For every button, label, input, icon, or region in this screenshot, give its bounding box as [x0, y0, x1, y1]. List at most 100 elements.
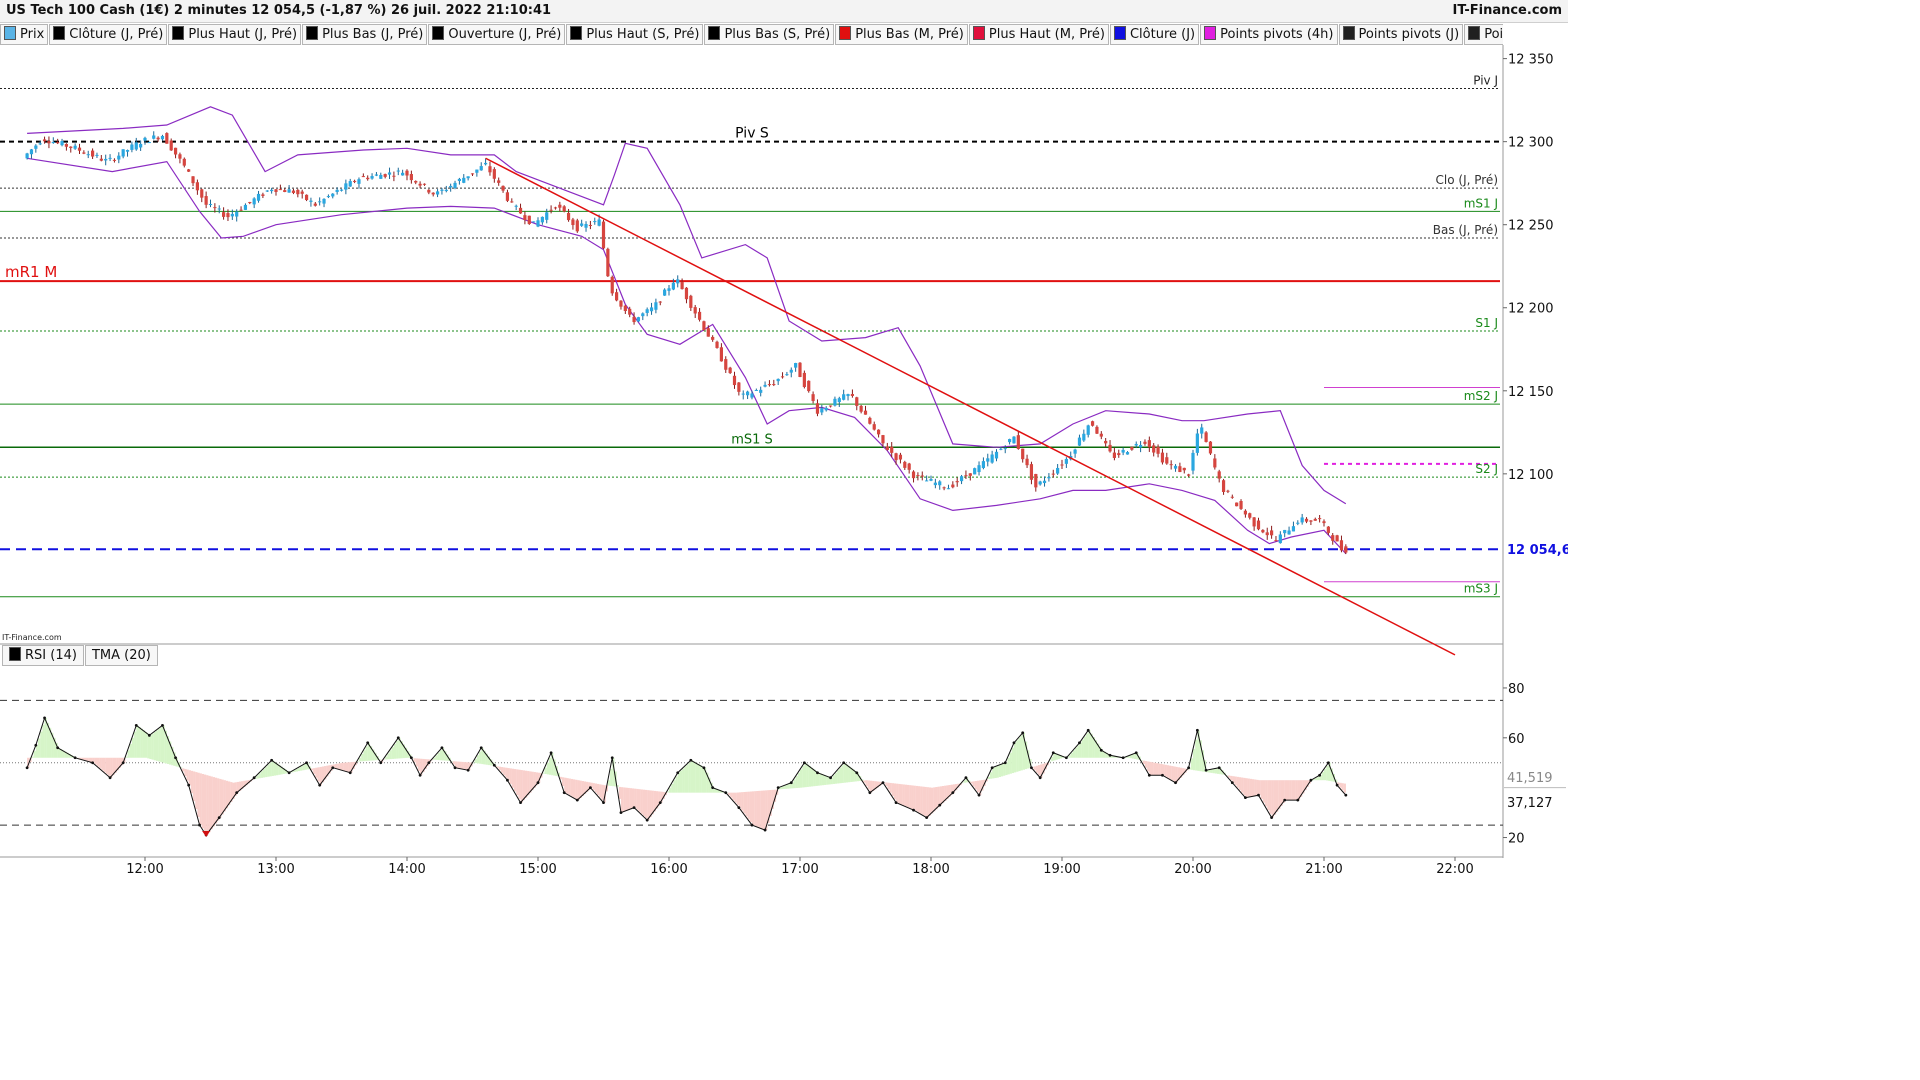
candle-body [527, 215, 531, 224]
level-label: Piv J [1473, 74, 1498, 88]
rsi-tma-fill [424, 759, 427, 769]
rsi-tma-fill [1206, 770, 1209, 773]
legend-item[interactable]: Points pivots (J) [1338, 24, 1464, 45]
rsi-tma-fill [1099, 746, 1102, 758]
brand-label[interactable]: IT-Finance.com [1452, 3, 1562, 18]
rsi-point [479, 746, 483, 750]
rsi-tma-fill [524, 770, 528, 798]
rsi-tma-fill [828, 776, 831, 785]
legend-item[interactable]: Clôture (J, Pré) [49, 24, 168, 45]
rsi-tma-fill [1162, 764, 1165, 776]
rsi-tma-fill [629, 788, 632, 810]
legend-item[interactable]: Plus Bas (S, Pré) [704, 24, 835, 45]
rsi-tma-fill [1317, 776, 1320, 781]
rsi-tma-fill [348, 762, 351, 773]
rsi-tma-fill [1328, 762, 1331, 781]
rsi-tma-fill [522, 770, 526, 801]
rsi-point [235, 791, 239, 795]
rsi-tma-fill [1238, 777, 1242, 791]
legend-swatch-icon [708, 26, 721, 40]
rsi-tma-fill [62, 750, 65, 758]
rsi-point [575, 798, 579, 802]
rsi-tma-fill [1243, 777, 1246, 796]
rsi-tma-fill [1005, 762, 1008, 776]
rsi-point [536, 781, 540, 785]
rsi-tma-fill [90, 757, 93, 763]
rsi-tma-fill [714, 788, 718, 793]
candle-body [91, 150, 95, 157]
candle-body [313, 203, 317, 206]
rsi-tma-fill [251, 779, 255, 780]
rsi-tma-fill [455, 761, 458, 768]
rsi-legend-item[interactable]: TMA (20) [84, 645, 158, 666]
candle-body [348, 181, 352, 187]
rsi-tma-fill [693, 761, 696, 793]
trendline[interactable] [485, 157, 1456, 656]
rsi-tma-fill [1214, 768, 1218, 774]
legend-item[interactable]: Plus Haut (S, Pré) [566, 24, 704, 45]
rsi-point [1257, 793, 1260, 797]
legend-item[interactable]: Plus Haut (J, Pré) [168, 24, 302, 45]
rsi-legend-item[interactable]: RSI (14) [2, 645, 84, 666]
rsi-tma-fill [762, 790, 766, 830]
level-label: S1 J [1475, 316, 1498, 330]
legend-item[interactable]: Ouverture (J, Pré) [428, 24, 566, 45]
rsi-point [1161, 773, 1164, 777]
rsi-tma-fill [415, 758, 419, 767]
candle-body [1261, 529, 1265, 533]
candle-body [1204, 432, 1208, 442]
rsi-tma-fill [33, 750, 36, 758]
rsi-tma-fill [444, 751, 447, 761]
rsi-point [1086, 728, 1090, 732]
candle-body [230, 213, 234, 217]
candle-body [1139, 444, 1143, 448]
rsi-tma-fill [955, 784, 958, 791]
bollinger-bands [27, 106, 1347, 555]
candle-body [99, 158, 103, 161]
rsi-tma-fill [1168, 765, 1172, 779]
rsi-tma-fill [142, 730, 146, 758]
rsi-tma-fill [896, 783, 899, 803]
rsi-point [287, 771, 291, 775]
rsi-tma-fill [684, 766, 687, 793]
legend-item[interactable]: Plus Bas (J, Pré) [302, 24, 428, 45]
legend-item[interactable]: Plus Haut (M, Pré) [968, 24, 1109, 45]
legend-item[interactable]: Prix [0, 24, 49, 45]
rsi-tma-fill [592, 783, 595, 791]
rsi-tma-fill [422, 758, 425, 773]
candle-body [588, 224, 592, 226]
candle-body [925, 480, 929, 482]
rsi-tma-fill [1166, 765, 1170, 778]
candle-body [907, 463, 911, 470]
rsi-tma-fill [778, 787, 781, 790]
rsi-tma-fill [734, 792, 737, 803]
legend-item[interactable]: Plus Bas (M, Pré) [835, 24, 968, 45]
rsi-tma-fill [1182, 768, 1185, 776]
rsi-tma-fill [946, 785, 949, 799]
candle-body [1121, 449, 1125, 453]
rsi-tma-fill [631, 788, 635, 809]
rsi-tma-fill [496, 766, 499, 768]
candle-body [274, 189, 278, 192]
rsi-tma-fill [607, 780, 611, 786]
candle-body [959, 476, 964, 482]
rsi-tma-fill [86, 757, 89, 761]
rsi-tma-fill [1016, 740, 1019, 772]
legend-item[interactable]: Points pivots [1464, 24, 1503, 45]
rsi-tma-fill [507, 768, 510, 781]
rsi-tma-fill [826, 776, 829, 785]
rsi-tma-fill [1337, 782, 1340, 786]
rsi-tma-fill [767, 790, 770, 824]
rsi-tma-fill [1018, 737, 1021, 772]
rsi-tma-fill [1212, 768, 1215, 774]
rsi-tick-label: 20 [1508, 832, 1525, 847]
rsi-tma-fill [1175, 766, 1178, 783]
last-price-label: 12 054,6 [1507, 543, 1568, 558]
legend-item[interactable]: Points pivots (4h) [1200, 24, 1338, 45]
candle-body [1003, 448, 1007, 450]
candle-body [811, 394, 815, 401]
rsi-point [1230, 781, 1234, 785]
legend-item[interactable]: Clôture (J) [1109, 24, 1200, 45]
rsi-point [1204, 768, 1208, 772]
rsi-tma-fill [869, 780, 873, 793]
